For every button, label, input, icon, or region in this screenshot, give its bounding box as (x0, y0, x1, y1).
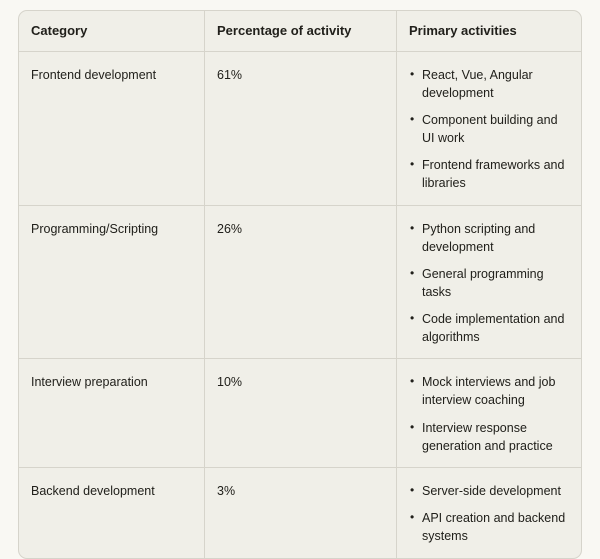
activities-list: Mock interviews and job interview coachi… (409, 373, 569, 455)
header-category: Category (31, 23, 88, 38)
header-primary-activities: Primary activities (396, 11, 581, 51)
activity-table: Category Percentage of activity Primary … (18, 10, 582, 559)
percentage-cell: 3% (204, 467, 396, 558)
activities-list: Server-side development API creation and… (409, 482, 569, 545)
header-percentage: Percentage of activity (204, 11, 396, 51)
activity-item: React, Vue, Angular development (409, 66, 569, 102)
activity-item: Interview response generation and practi… (409, 419, 569, 455)
category-cell: Backend development (31, 483, 155, 498)
category-cell: Frontend development (31, 67, 157, 82)
category-cell: Programming/Scripting (31, 221, 159, 236)
activities-list: Python scripting and development General… (409, 220, 569, 347)
percentage-cell: 26% (204, 205, 396, 359)
activity-item: Code implementation and algorithms (409, 310, 569, 346)
activity-item: Mock interviews and job interview coachi… (409, 373, 569, 409)
table-row-backend-development: Backend development 3% Server-side devel… (19, 466, 581, 558)
activity-item: Frontend frameworks and libraries (409, 156, 569, 192)
activities-cell: Python scripting and development General… (396, 205, 581, 359)
table-row-frontend-development: Frontend development 61% React, Vue, Ang… (19, 50, 581, 205)
activities-cell: React, Vue, Angular development Componen… (396, 51, 581, 205)
activities-cell: Server-side development API creation and… (396, 467, 581, 558)
activity-item: API creation and backend systems (409, 509, 569, 545)
activity-item: Component building and UI work (409, 111, 569, 147)
table-header-row: Category Percentage of activity Primary … (19, 11, 581, 51)
activities-list: React, Vue, Angular development Componen… (409, 66, 569, 193)
category-cell: Interview preparation (31, 375, 148, 390)
percentage-cell: 10% (204, 359, 396, 467)
table-row-interview-preparation: Interview preparation 10% Mock interview… (19, 358, 581, 467)
table-row-programming-scripting: Programming/Scripting 26% Python scripti… (19, 204, 581, 359)
activity-item: Python scripting and development (409, 220, 569, 256)
activity-item: Server-side development (409, 482, 569, 500)
percentage-cell: 61% (204, 51, 396, 205)
activities-cell: Mock interviews and job interview coachi… (396, 359, 581, 467)
activity-item: General programming tasks (409, 265, 569, 301)
